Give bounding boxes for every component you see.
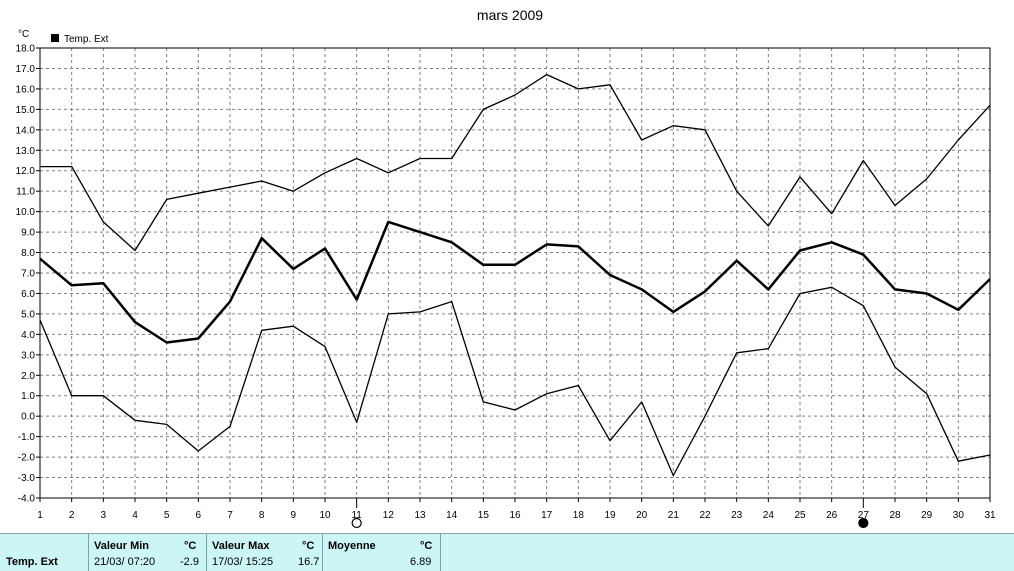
y-tick-label: 6.0 [21, 289, 35, 300]
y-tick-label: 14.0 [16, 125, 36, 136]
y-tick-label: 8.0 [21, 248, 35, 259]
plot-frame [39, 47, 991, 499]
x-tick-label: 26 [826, 510, 838, 521]
x-tick-label: 17 [541, 510, 553, 521]
y-tick-label: 16.0 [16, 84, 36, 95]
y-tick-label: 15.0 [16, 105, 36, 116]
mean-unit: °C [420, 540, 433, 552]
x-tick-label: 11 [351, 510, 362, 521]
chart-title: mars 2009 [477, 7, 543, 23]
x-tick-label: 5 [164, 510, 170, 521]
y-tick-labels: -4.0 -3.0 -2.0 -1.0 0.0 1.0 2.0 3.0 4.0 5.0 6.0 7.0… [16, 44, 36, 505]
stats-mean-cell: Moyenne °C 6.89 [322, 534, 441, 571]
x-tick-label: 21 [668, 510, 680, 521]
x-tick-label: 16 [509, 510, 521, 521]
x-tick-label: 31 [984, 510, 996, 521]
legend-swatch [51, 34, 59, 42]
stats-max-cell: Valeur Max °C 17/03/ 15:25 16.7 [206, 534, 323, 571]
max-value: 16.7 [298, 556, 320, 568]
grid [40, 48, 990, 498]
x-tick-label: 18 [573, 510, 585, 521]
stats-row-label-cell: Temp. Ext [0, 534, 89, 571]
y-tick-label: 5.0 [21, 309, 35, 320]
x-tick-label: 25 [794, 510, 806, 521]
y-tick-label: 13.0 [16, 146, 36, 157]
x-tick-label: 6 [196, 510, 202, 521]
max-datetime: 17/03/ 15:25 [212, 556, 274, 568]
y-tick-label: 0.0 [21, 412, 35, 423]
x-tick-labels: 1 2 3 4 5 6 7 8 9 10 11 12 13 14 15 16 17 18 19 20 21 22 23 24 2… [37, 510, 996, 521]
y-tick-label: -4.0 [18, 494, 36, 505]
axes [36, 47, 991, 502]
temperature-chart: mars 2009 °C Temp. Ext -4.0 -3.0 -2.0 -1.0 0… [16, 7, 996, 529]
y-tick-label: 11.0 [16, 187, 35, 198]
stats-row-label: Temp. Ext [6, 556, 58, 568]
max-unit: °C [302, 540, 315, 552]
y-tick-label: 10.0 [16, 207, 36, 218]
stats-min-cell: Valeur Min °C 21/03/ 07:20 -2.9 [88, 534, 207, 571]
x-tick-label: 24 [763, 510, 775, 521]
x-tick-label: 7 [227, 510, 233, 521]
series-line-min [39, 286, 991, 477]
y-tick-label: 12.0 [16, 166, 36, 177]
min-datetime: 21/03/ 07:20 [94, 556, 156, 568]
x-tick-label: 23 [731, 510, 743, 521]
x-tick-label: 29 [921, 510, 933, 521]
min-header: Valeur Min [94, 540, 150, 552]
x-tick-label: 30 [953, 510, 965, 521]
x-tick-label: 9 [291, 510, 297, 521]
y-tick-label: 2.0 [21, 371, 35, 382]
x-tick-label: 22 [699, 510, 711, 521]
y-tick-label: 9.0 [21, 228, 35, 239]
mean-header: Moyenne [328, 540, 376, 552]
y-tick-label: 17.0 [16, 64, 36, 75]
x-tick-label: 3 [101, 510, 107, 521]
legend-label: Temp. Ext [64, 34, 109, 45]
mean-value: 6.89 [410, 556, 432, 568]
min-unit: °C [184, 540, 197, 552]
y-tick-label: 7.0 [21, 269, 35, 280]
x-tick-label: 10 [319, 510, 331, 521]
x-tick-label: 2 [69, 510, 75, 521]
x-tick-label: 28 [889, 510, 901, 521]
max-header: Valeur Max [212, 540, 270, 552]
x-tick-label: 19 [604, 510, 616, 521]
y-tick-label: 3.0 [21, 350, 35, 361]
series-line-max [40, 73, 991, 252]
x-tick-label: 12 [383, 510, 395, 521]
x-tick-label: 27 [858, 510, 870, 521]
y-tick-label: -1.0 [18, 432, 36, 443]
series-line-mean [39, 220, 991, 344]
event-markers [351, 502, 869, 529]
y-tick-label: -3.0 [18, 473, 36, 484]
x-tick-label: 15 [478, 510, 490, 521]
x-tick-label: 1 [37, 510, 43, 521]
y-tick-label: 4.0 [21, 330, 35, 341]
x-tick-label: 14 [446, 510, 458, 521]
series-lines [39, 73, 991, 477]
min-value: -2.9 [180, 556, 199, 568]
filled-circle-marker [858, 517, 869, 529]
x-tick-label: 8 [259, 510, 265, 521]
y-tick-label: -2.0 [18, 453, 36, 464]
stats-panel: Temp. Ext Valeur Min °C 21/03/ 07:20 -2.… [0, 533, 1014, 571]
y-axis-unit: °C [18, 29, 29, 40]
y-tick-label: 1.0 [21, 391, 35, 402]
open-circle-marker [351, 517, 362, 529]
x-tick-label: 13 [414, 510, 426, 521]
y-tick-label: 18.0 [16, 44, 36, 55]
x-tick-label: 4 [132, 510, 138, 521]
x-tick-label: 20 [636, 510, 648, 521]
